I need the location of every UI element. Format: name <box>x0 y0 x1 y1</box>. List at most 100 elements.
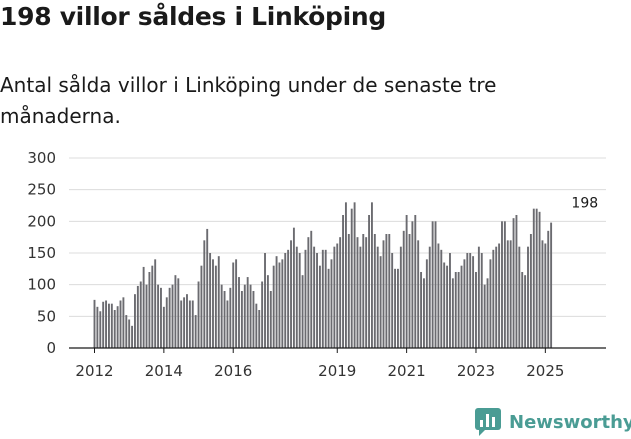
bar <box>321 249 324 348</box>
bar <box>457 272 460 348</box>
bar <box>238 277 240 348</box>
chart-title: 198 villor såldes i Linköping <box>0 2 387 31</box>
bar <box>264 253 266 348</box>
bar <box>292 227 295 348</box>
bar <box>350 208 353 348</box>
bar <box>183 297 186 348</box>
bar <box>217 256 220 348</box>
bar <box>353 202 356 348</box>
bar <box>116 306 119 348</box>
y-tick-label: 200 <box>27 212 56 230</box>
bar <box>304 249 307 348</box>
x-axis: 2012 2014 2016 2019 2021 2023 2025 <box>69 347 606 380</box>
bar <box>252 291 255 348</box>
bar <box>518 246 521 348</box>
bar <box>399 246 402 348</box>
bar <box>168 287 171 348</box>
bar <box>475 272 477 348</box>
bar <box>434 221 437 348</box>
bar <box>336 243 339 348</box>
x-tick-label: 2025 <box>526 362 564 380</box>
bar <box>171 284 174 348</box>
x-tick-label: 2014 <box>145 362 183 380</box>
x-tick-label: 2019 <box>318 362 356 380</box>
bar <box>411 221 414 348</box>
bar <box>145 284 148 348</box>
bar <box>414 215 417 348</box>
bar <box>408 234 411 348</box>
bar <box>174 275 177 348</box>
bar <box>284 253 287 348</box>
bar <box>243 284 246 348</box>
x-tick-label: 2021 <box>388 362 426 380</box>
bar <box>449 253 451 348</box>
bar <box>287 249 290 348</box>
bar <box>527 246 529 348</box>
y-tick-label: 0 <box>46 339 56 357</box>
bar <box>515 215 518 348</box>
bar <box>307 237 310 348</box>
bar <box>125 315 128 348</box>
bar <box>197 281 200 348</box>
bar <box>440 249 443 348</box>
newsworthy-logo-text: Newsworthy <box>509 411 631 433</box>
bar <box>365 237 368 348</box>
bar <box>278 262 281 348</box>
bar <box>157 284 160 348</box>
bar <box>535 208 538 348</box>
bar <box>310 230 313 348</box>
bar <box>509 240 512 348</box>
bar <box>191 300 194 348</box>
bar <box>229 287 232 348</box>
y-tick-label: 150 <box>27 244 56 262</box>
bar <box>477 246 480 348</box>
bar <box>356 237 359 348</box>
bar <box>472 256 475 348</box>
bar <box>362 234 365 348</box>
x-tick-label: 2016 <box>214 362 252 380</box>
newsworthy-chart-logo-icon <box>475 408 501 436</box>
bar <box>529 234 532 348</box>
bar <box>550 222 553 348</box>
bar <box>246 277 249 348</box>
bar <box>397 268 399 348</box>
bar <box>544 243 547 348</box>
bar <box>110 303 113 348</box>
bars <box>93 202 553 348</box>
bar <box>382 240 385 348</box>
bar <box>220 284 223 348</box>
bar <box>269 291 272 348</box>
bar <box>370 202 373 348</box>
bar <box>347 234 350 348</box>
bar <box>93 299 96 348</box>
bar <box>437 243 440 348</box>
bar <box>373 234 376 348</box>
bar <box>139 281 142 348</box>
bar <box>423 278 425 348</box>
bar <box>188 300 191 348</box>
bar <box>521 272 524 348</box>
bar <box>379 256 382 348</box>
bar <box>142 266 145 348</box>
bar <box>469 253 472 348</box>
bar <box>177 278 180 348</box>
bar <box>180 300 183 348</box>
x-tick-label: 2023 <box>457 362 495 380</box>
bar <box>342 215 344 348</box>
bar <box>498 243 501 348</box>
bar <box>466 253 469 348</box>
y-tick-label: 250 <box>27 181 56 199</box>
bar <box>480 253 483 348</box>
bar <box>483 284 486 348</box>
bar <box>454 272 457 348</box>
bar <box>538 211 541 348</box>
bar <box>463 259 466 348</box>
bar <box>428 246 431 348</box>
bar <box>113 310 116 348</box>
bar <box>162 306 165 348</box>
bar <box>486 278 489 348</box>
bar <box>298 253 301 348</box>
bar <box>119 300 122 348</box>
bar <box>376 246 379 348</box>
bar <box>281 259 284 348</box>
